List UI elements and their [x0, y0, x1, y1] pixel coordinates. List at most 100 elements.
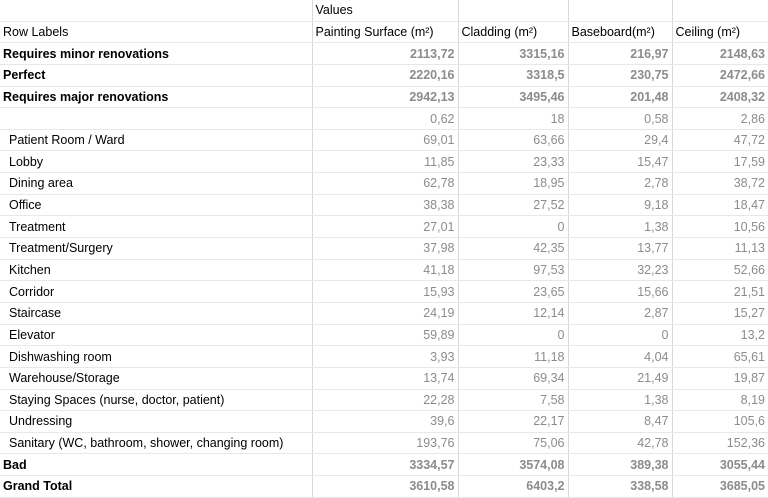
cladding-value: 11,18	[457, 345, 568, 368]
table-row: Kitchen 41,18 97,53 32,23 52,66	[0, 259, 768, 282]
ceiling-value: 2408,32	[671, 86, 768, 109]
values-header-row: Values	[0, 0, 768, 22]
painting-surface-value: 13,74	[311, 367, 458, 390]
cladding-value: 23,33	[457, 150, 568, 174]
painting-surface-value: 27,01	[311, 215, 458, 239]
table-row: Requires minor renovations 2113,72 3315,16…	[0, 42, 768, 65]
row-label: Warehouse/Storage	[0, 367, 312, 390]
baseboard-value: 230,75	[567, 64, 672, 87]
painting-surface-value: 37,98	[311, 237, 458, 260]
row-label: Perfect	[0, 64, 312, 87]
row-label: Bad	[0, 453, 312, 477]
cladding-value: 27,52	[457, 194, 568, 217]
ceiling-value: 152,36	[671, 432, 768, 455]
row-label: Lobby	[0, 150, 312, 174]
row-label: Grand Total	[0, 475, 312, 498]
column-header-painting-surface: Painting Surface (m²)	[311, 21, 458, 44]
header-blank-cell	[0, 0, 312, 22]
table-row: Dining area 62,78 18,95 2,78 38,72	[0, 172, 768, 195]
baseboard-value: 2,87	[567, 302, 672, 325]
table-row: Staying Spaces (nurse, doctor, patient) 2…	[0, 389, 768, 412]
painting-surface-value: 2942,13	[311, 86, 458, 109]
column-header-ceiling: Ceiling (m²)	[671, 21, 768, 44]
cladding-value: 42,35	[457, 237, 568, 260]
cladding-value: 97,53	[457, 259, 568, 282]
cladding-value: 75,06	[457, 432, 568, 455]
painting-surface-value: 69,01	[311, 129, 458, 152]
painting-surface-value: 22,28	[311, 389, 458, 412]
ceiling-value: 21,51	[671, 280, 768, 303]
baseboard-value: 0	[567, 324, 672, 347]
column-header-cladding: Cladding (m²)	[457, 21, 568, 44]
baseboard-value: 32,23	[567, 259, 672, 282]
ceiling-value: 2472,66	[671, 64, 768, 87]
ceiling-value: 19,87	[671, 367, 768, 390]
ceiling-value: 2,86	[671, 107, 768, 130]
row-label: Elevator	[0, 324, 312, 347]
table-row: Bad 3334,57 3574,08 389,38 3055,44	[0, 453, 768, 477]
cladding-value: 3495,46	[457, 86, 568, 109]
baseboard-value: 15,66	[567, 280, 672, 303]
baseboard-value: 1,38	[567, 215, 672, 239]
cladding-value: 3318,5	[457, 64, 568, 87]
painting-surface-value: 11,85	[311, 150, 458, 174]
painting-surface-value: 3334,57	[311, 453, 458, 477]
table-row: Dishwashing room 3,93 11,18 4,04 65,61	[0, 345, 768, 368]
baseboard-value: 29,4	[567, 129, 672, 152]
row-labels-header: Row Labels	[0, 21, 312, 44]
cladding-value: 18	[457, 107, 568, 130]
values-label: Values	[311, 0, 458, 22]
baseboard-value: 4,04	[567, 345, 672, 368]
table-row: Corridor 15,93 23,65 15,66 21,51	[0, 280, 768, 303]
ceiling-value: 18,47	[671, 194, 768, 217]
painting-surface-value: 39,6	[311, 410, 458, 433]
table-row: Undressing 39,6 22,17 8,47 105,6	[0, 410, 768, 433]
header-blank-cell	[457, 0, 568, 22]
cladding-value: 69,34	[457, 367, 568, 390]
table-row: Patient Room / Ward 69,01 63,66 29,4 47,72	[0, 129, 768, 152]
ceiling-value: 13,2	[671, 324, 768, 347]
painting-surface-value: 15,93	[311, 280, 458, 303]
cladding-value: 0	[457, 324, 568, 347]
ceiling-value: 8,19	[671, 389, 768, 412]
ceiling-value: 65,61	[671, 345, 768, 368]
cladding-value: 18,95	[457, 172, 568, 195]
painting-surface-value: 59,89	[311, 324, 458, 347]
painting-surface-value: 62,78	[311, 172, 458, 195]
table-row: Staircase 24,19 12,14 2,87 15,27	[0, 302, 768, 325]
painting-surface-value: 3610,58	[311, 475, 458, 498]
painting-surface-value: 3,93	[311, 345, 458, 368]
row-label: Staying Spaces (nurse, doctor, patient)	[0, 389, 312, 412]
table-row: Elevator 59,89 0 0 13,2	[0, 324, 768, 347]
ceiling-value: 15,27	[671, 302, 768, 325]
row-label: Treatment/Surgery	[0, 237, 312, 260]
ceiling-value: 38,72	[671, 172, 768, 195]
cladding-value: 7,58	[457, 389, 568, 412]
row-label: Requires major renovations	[0, 86, 312, 109]
row-label: Sanitary (WC, bathroom, shower, changing…	[0, 432, 312, 455]
header-blank-cell	[567, 0, 672, 22]
table-row: Requires major renovations 2942,13 3495,46…	[0, 86, 768, 109]
baseboard-value: 2,78	[567, 172, 672, 195]
table-row: Treatment 27,01 0 1,38 10,56	[0, 215, 768, 239]
table-row: Office 38,38 27,52 9,18 18,47	[0, 194, 768, 217]
row-label: Dining area	[0, 172, 312, 195]
row-label	[0, 107, 312, 130]
table-row: Grand Total 3610,58 6403,2 338,58 3685,05	[0, 475, 768, 498]
row-label: Undressing	[0, 410, 312, 433]
row-label: Staircase	[0, 302, 312, 325]
baseboard-value: 9,18	[567, 194, 672, 217]
painting-surface-value: 2113,72	[311, 42, 458, 65]
painting-surface-value: 24,19	[311, 302, 458, 325]
baseboard-value: 389,38	[567, 453, 672, 477]
row-label: Kitchen	[0, 259, 312, 282]
cladding-value: 22,17	[457, 410, 568, 433]
baseboard-value: 8,47	[567, 410, 672, 433]
painting-surface-value: 41,18	[311, 259, 458, 282]
ceiling-value: 52,66	[671, 259, 768, 282]
baseboard-value: 21,49	[567, 367, 672, 390]
table-row: Perfect 2220,16 3318,5 230,75 2472,66	[0, 64, 768, 87]
painting-surface-value: 38,38	[311, 194, 458, 217]
baseboard-value: 1,38	[567, 389, 672, 412]
